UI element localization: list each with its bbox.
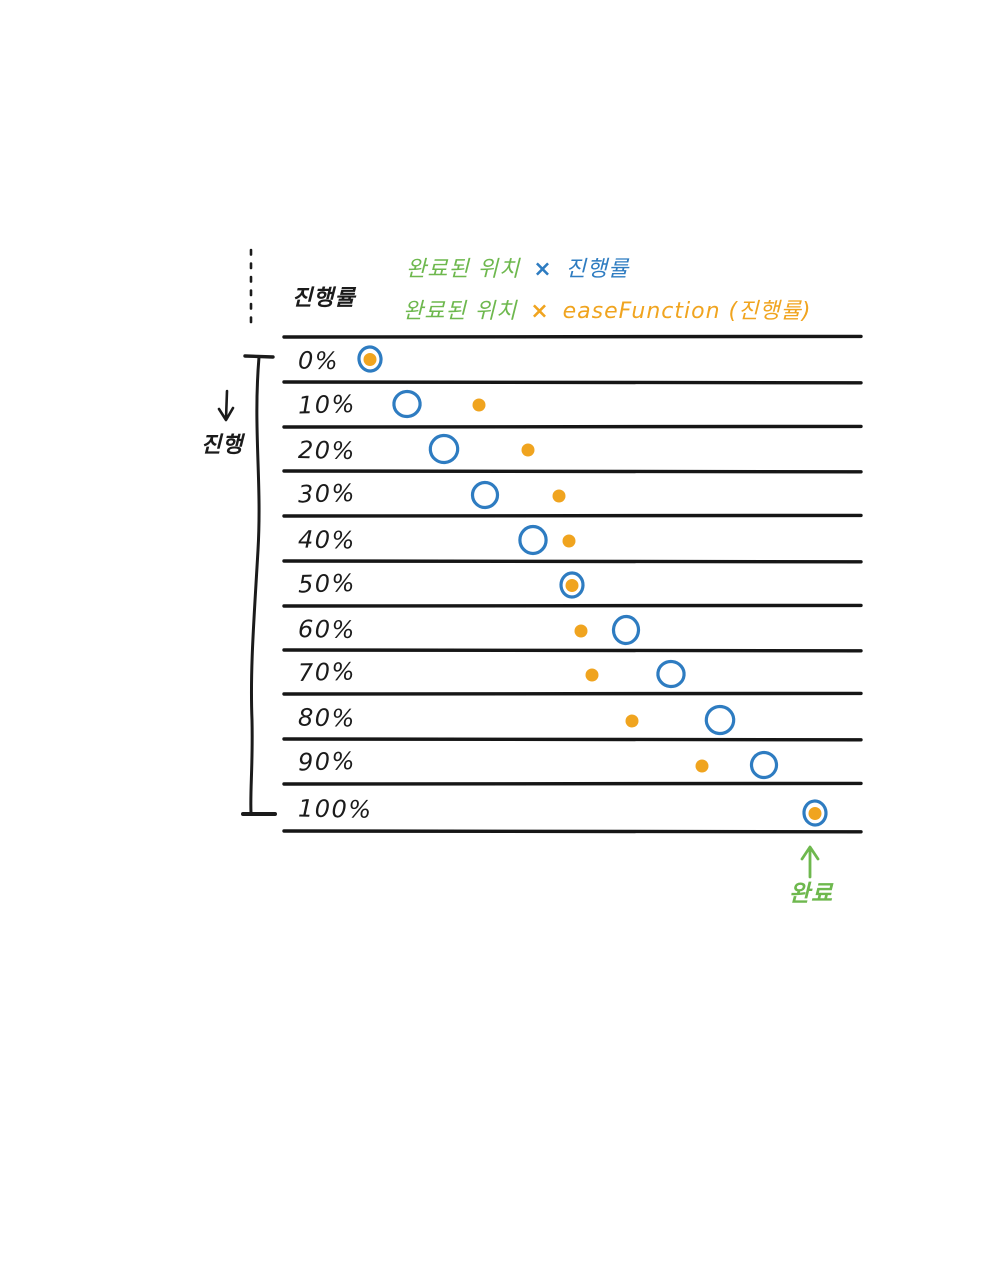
table-row-line: [282, 781, 863, 786]
eased-position-marker: [574, 624, 588, 638]
progress-down-arrow-icon: [217, 389, 235, 422]
table-row-line: [282, 334, 863, 339]
complete-up-arrow-icon: [800, 845, 820, 879]
linear-position-marker: [656, 659, 686, 689]
table-row-line: [282, 648, 863, 653]
row-label: 20%: [298, 436, 356, 465]
row-label: 30%: [298, 479, 357, 509]
formula-eased-right: easeFunction (진행률): [562, 299, 812, 324]
table-row-line: [282, 424, 863, 429]
table-row-line: [282, 737, 863, 742]
row-label: 0%: [298, 347, 340, 376]
eased-position-marker: [521, 443, 535, 457]
linear-position-marker: [802, 799, 828, 827]
table-row-line: [282, 603, 863, 608]
linear-position-marker: [470, 480, 500, 510]
formula-eased: 완료된 위치 × easeFunction (진행률): [403, 293, 811, 325]
eased-position-marker: [552, 489, 566, 503]
eased-position-marker: [562, 534, 576, 548]
formula-linear-multiply-sign: ×: [533, 257, 553, 282]
table-row-line: [282, 469, 863, 474]
row-label: 90%: [298, 747, 357, 777]
row-label: 40%: [298, 526, 356, 555]
table-row-line: [282, 559, 863, 564]
eased-position-marker: [363, 353, 377, 366]
table-row-line: [282, 513, 863, 518]
progress-direction-label: 진행: [201, 433, 244, 458]
table-row-line: [282, 691, 863, 696]
formula-eased-left: 완료된 위치: [403, 299, 518, 324]
linear-position-marker: [392, 389, 422, 419]
linear-position-marker: [611, 614, 641, 646]
eased-position-marker: [565, 579, 579, 592]
progress-rate-axis-label: 진행률: [292, 286, 356, 311]
linear-position-marker: [704, 704, 736, 736]
row-label: 60%: [298, 615, 356, 644]
eased-position-marker: [695, 759, 709, 773]
linear-position-marker: [749, 750, 779, 780]
row-label: 10%: [298, 390, 357, 420]
row-label: 70%: [298, 657, 357, 687]
row-label: 100%: [298, 795, 373, 824]
formula-linear: 완료된 위치 × 진행률: [406, 251, 629, 283]
eased-position-marker: [808, 807, 822, 820]
table-row-line: [282, 380, 863, 385]
table-row-line: [282, 829, 863, 834]
linear-position-marker: [357, 345, 383, 373]
row-label: 80%: [298, 704, 356, 733]
eased-position-marker: [585, 668, 599, 682]
complete-label: 완료: [788, 881, 834, 907]
formula-eased-multiply-sign: ×: [530, 299, 550, 324]
progress-bracket-line: [249, 355, 261, 815]
linear-position-marker: [518, 524, 548, 556]
bracket-top-tick: [243, 354, 275, 359]
formula-linear-right: 진행률: [565, 257, 630, 282]
linear-position-marker: [428, 433, 460, 465]
eased-position-marker: [472, 398, 486, 412]
row-label: 50%: [298, 569, 357, 599]
formula-linear-left: 완료된 위치: [406, 257, 521, 282]
eased-position-marker: [625, 714, 639, 728]
linear-position-marker: [559, 571, 585, 599]
